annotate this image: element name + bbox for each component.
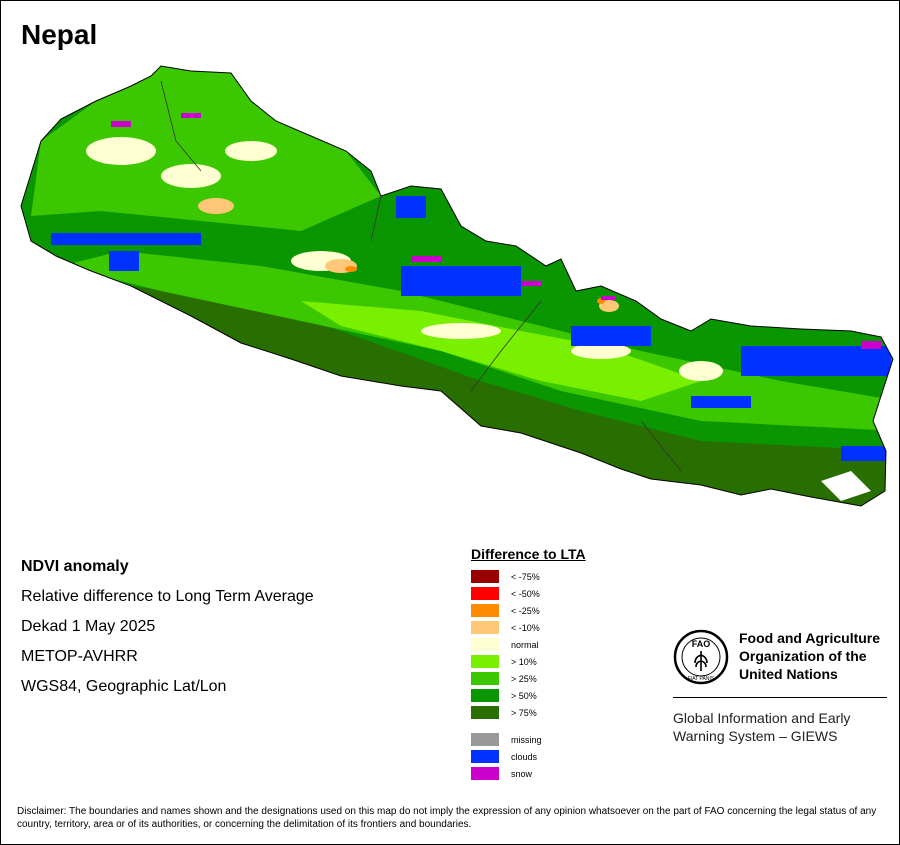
legend-row: < -75% [471, 568, 586, 585]
legend-swatch [471, 672, 499, 685]
legend-row: > 50% [471, 687, 586, 704]
fao-logo-icon: FAO FIAT PANIS [673, 629, 729, 685]
legend-row: < -50% [471, 585, 586, 602]
legend-extra-items: missing clouds snow [471, 731, 586, 782]
legend-swatch [471, 570, 499, 583]
giews-label: Global Information and Early Warning Sys… [673, 710, 851, 744]
legend-swatch [471, 767, 499, 780]
legend-swatch [471, 706, 499, 719]
legend: Difference to LTA < -75% < -50% < -25% < -1… [471, 546, 586, 782]
legend-label: > 75% [511, 707, 537, 718]
legend-swatch [471, 655, 499, 668]
legend-label: < -75% [511, 571, 540, 582]
fao-organization-name: Food and Agriculture Organization of the… [739, 630, 881, 682]
legend-row: < -10% [471, 619, 586, 636]
legend-label: normal [511, 639, 539, 650]
legend-row: missing [471, 731, 586, 748]
legend-label: < -10% [511, 622, 540, 633]
legend-row: clouds [471, 748, 586, 765]
legend-swatch [471, 587, 499, 600]
legend-label: missing [511, 734, 542, 745]
legend-swatch [471, 621, 499, 634]
legend-row: > 10% [471, 653, 586, 670]
legend-swatch [471, 733, 499, 746]
legend-label: > 25% [511, 673, 537, 684]
legend-swatch [471, 750, 499, 763]
ndvi-map [20, 65, 894, 507]
legend-label: > 50% [511, 690, 537, 701]
product-date: Dekad 1 May 2025 [21, 618, 156, 635]
legend-swatch [471, 638, 499, 651]
legend-row: snow [471, 765, 586, 782]
product-sensor: METOP-AVHRR [21, 648, 138, 665]
legend-label: > 10% [511, 656, 537, 667]
legend-title: Difference to LTA [471, 546, 586, 562]
product-description: Relative difference to Long Term Average [21, 588, 314, 605]
map-title: Nepal [21, 19, 98, 50]
legend-label: < -50% [511, 588, 540, 599]
legend-items: < -75% < -50% < -25% < -10% normal > 10% > 25%… [471, 568, 586, 721]
disclaimer: Disclaimer: The boundaries and names sho… [17, 806, 877, 830]
legend-row: < -25% [471, 602, 586, 619]
fao-divider [673, 697, 887, 698]
map-info: NDVI anomaly Relative difference to Long… [21, 552, 314, 702]
anomaly-raster [21, 66, 893, 506]
legend-label: snow [511, 768, 533, 779]
legend-swatch [471, 604, 499, 617]
legend-swatch [471, 689, 499, 702]
legend-row: normal [471, 636, 586, 653]
legend-label: < -25% [511, 605, 540, 616]
product-projection: WGS84, Geographic Lat/Lon [21, 678, 227, 695]
fao-logo-motto: FIAT PANIS [688, 676, 715, 682]
legend-row: > 75% [471, 704, 586, 721]
product-title: NDVI anomaly [21, 558, 129, 575]
legend-row: > 25% [471, 670, 586, 687]
legend-label: clouds [511, 751, 538, 762]
fao-logo-text: FAO [692, 639, 711, 649]
